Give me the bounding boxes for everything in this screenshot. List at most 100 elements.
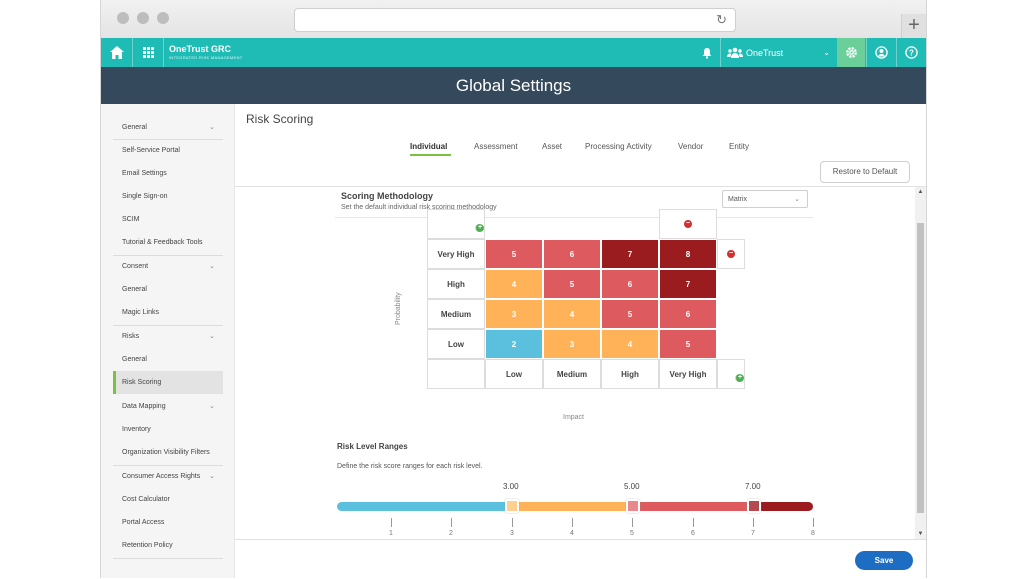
slider-tick-label: 8 (811, 530, 815, 537)
sidebar-item-label: Data Mapping (122, 403, 166, 410)
matrix-cell[interactable]: 6 (659, 299, 717, 329)
remove-row-cell: − (717, 239, 745, 269)
matrix-cell[interactable]: 3 (543, 329, 601, 359)
slider-tick (451, 518, 452, 527)
matrix-cell[interactable]: 4 (601, 329, 659, 359)
sidebar-item-risks[interactable]: Risks ⌄ (113, 325, 223, 348)
tab-processing-activity[interactable]: Processing Activity (585, 142, 652, 151)
tab-individual[interactable]: Individual (410, 142, 448, 151)
sidebar-item-org-visibility-filters[interactable]: Organization Visibility Filters (113, 441, 223, 464)
scrollbar-thumb[interactable] (917, 223, 924, 513)
scroll-down-icon[interactable]: ▼ (917, 531, 924, 537)
matrix-cell[interactable]: 7 (659, 269, 717, 299)
reload-icon[interactable]: ↻ (716, 12, 727, 27)
slider-tick-label: 7 (751, 530, 755, 537)
risk-range-slider (337, 502, 813, 511)
sidebar-item-magic-links[interactable]: Magic Links (113, 301, 223, 324)
sidebar-item-scim[interactable]: SCIM (113, 208, 223, 231)
add-column-cell: + (717, 359, 745, 389)
matrix-cell[interactable]: 5 (601, 299, 659, 329)
sidebar-item-risks-general[interactable]: General (113, 348, 223, 371)
settings-sidebar: General ⌄ Self-Service Portal Email Setti… (101, 104, 235, 578)
slider-segment-high (627, 502, 747, 511)
chevron-down-icon: ⌄ (209, 263, 215, 270)
sidebar-item-label: Retention Policy (122, 542, 173, 549)
matrix-cell[interactable]: 5 (485, 239, 543, 269)
remove-row-icon[interactable]: − (727, 250, 735, 258)
matrix-column-label: Very High (659, 359, 717, 389)
matrix-cell[interactable]: 2 (485, 329, 543, 359)
add-row-icon[interactable]: + (475, 224, 484, 232)
threshold-value-1: 3.00 (503, 482, 519, 491)
sidebar-item-inventory[interactable]: Inventory (113, 418, 223, 441)
sidebar-item-data-mapping[interactable]: Data Mapping ⌄ (113, 395, 223, 418)
sidebar-item-consumer-access-rights[interactable]: Consumer Access Rights ⌄ (113, 465, 223, 488)
maximize-window-dot[interactable] (157, 12, 169, 24)
remove-column-icon[interactable]: − (684, 220, 692, 228)
sidebar-item-single-sign-on[interactable]: Single Sign-on (113, 185, 223, 208)
slider-tick (813, 518, 814, 527)
restore-default-button[interactable]: Restore to Default (820, 161, 910, 183)
tab-entity[interactable]: Entity (729, 142, 750, 151)
matrix-column-label: Medium (543, 359, 601, 389)
content-scrollbar[interactable]: ▲ ▼ (915, 187, 926, 539)
page-header: Global Settings (101, 67, 926, 104)
sidebar-item-portal-access[interactable]: Portal Access (113, 511, 223, 534)
app-grid-icon[interactable] (133, 38, 163, 67)
slider-handle-2[interactable] (626, 499, 640, 513)
sidebar-item-tutorial-feedback[interactable]: Tutorial & Feedback Tools (113, 231, 223, 254)
sidebar-item-consent-general[interactable]: General (113, 278, 223, 301)
matrix-cell[interactable]: 5 (659, 329, 717, 359)
address-bar[interactable]: ↻ (294, 8, 736, 32)
sidebar-item-risk-scoring[interactable]: Risk Scoring (113, 371, 223, 394)
matrix-cell[interactable]: 4 (485, 269, 543, 299)
matrix-cell[interactable]: 4 (543, 299, 601, 329)
sidebar-item-label: Consumer Access Rights (122, 473, 201, 480)
sidebar-item-label: Organization Visibility Filters (122, 449, 210, 456)
chevron-down-icon: ⌄ (209, 403, 215, 410)
slider-tick (693, 518, 694, 527)
save-button[interactable]: Save (855, 551, 913, 570)
matrix-cell[interactable]: 6 (601, 269, 659, 299)
risk-level-ranges-title: Risk Level Ranges (337, 442, 408, 451)
home-icon[interactable] (101, 38, 132, 67)
add-column-icon[interactable]: + (735, 374, 744, 382)
footer-bar: Save (235, 539, 926, 579)
matrix-cell[interactable]: 6 (543, 239, 601, 269)
settings-gear-icon[interactable] (837, 38, 865, 67)
sidebar-item-cost-calculator[interactable]: Cost Calculator (113, 488, 223, 511)
svg-text:?: ? (909, 49, 914, 58)
matrix-row-label: Very High (427, 239, 485, 269)
help-icon[interactable]: ? (897, 38, 925, 67)
probability-axis-label: Probability (395, 292, 402, 325)
matrix-cell[interactable]: 3 (485, 299, 543, 329)
minimize-window-dot[interactable] (137, 12, 149, 24)
matrix-cell[interactable]: 5 (543, 269, 601, 299)
slider-segment-medium (507, 502, 627, 511)
sidebar-item-label: Risks (122, 333, 140, 340)
user-profile-icon[interactable] (867, 38, 895, 67)
tab-asset[interactable]: Asset (542, 142, 563, 151)
slider-handle-1[interactable] (505, 499, 519, 513)
slider-handle-3[interactable] (747, 499, 761, 513)
scoring-method-select[interactable]: Matrix ⌄ (722, 190, 808, 208)
matrix-cell[interactable]: 7 (601, 239, 659, 269)
matrix-cell[interactable]: 8 (659, 239, 717, 269)
scroll-up-icon[interactable]: ▲ (917, 189, 924, 195)
sidebar-item-retention-policy[interactable]: Retention Policy (113, 534, 223, 557)
sidebar-item-email-settings[interactable]: Email Settings (113, 162, 223, 185)
main-panel: Risk Scoring Individual Assessment Asset… (235, 104, 926, 579)
close-window-dot[interactable] (117, 12, 129, 24)
scoring-methodology-title: Scoring Methodology (341, 191, 433, 201)
notification-bell-icon[interactable] (694, 38, 719, 67)
sidebar-item-consent[interactable]: Consent ⌄ (113, 255, 223, 278)
tab-vendor[interactable]: Vendor (678, 142, 704, 151)
tab-assessment[interactable]: Assessment (474, 142, 518, 151)
slider-tick (632, 518, 633, 527)
organization-selector[interactable]: OneTrust ⌄ (721, 38, 836, 67)
sidebar-item-general[interactable]: General ⌄ (113, 116, 223, 139)
new-tab-icon[interactable]: + (901, 14, 926, 38)
sidebar-item-self-service-portal[interactable]: Self-Service Portal (113, 139, 223, 162)
sidebar-item-label: General (122, 124, 147, 131)
slider-tick (391, 518, 392, 527)
